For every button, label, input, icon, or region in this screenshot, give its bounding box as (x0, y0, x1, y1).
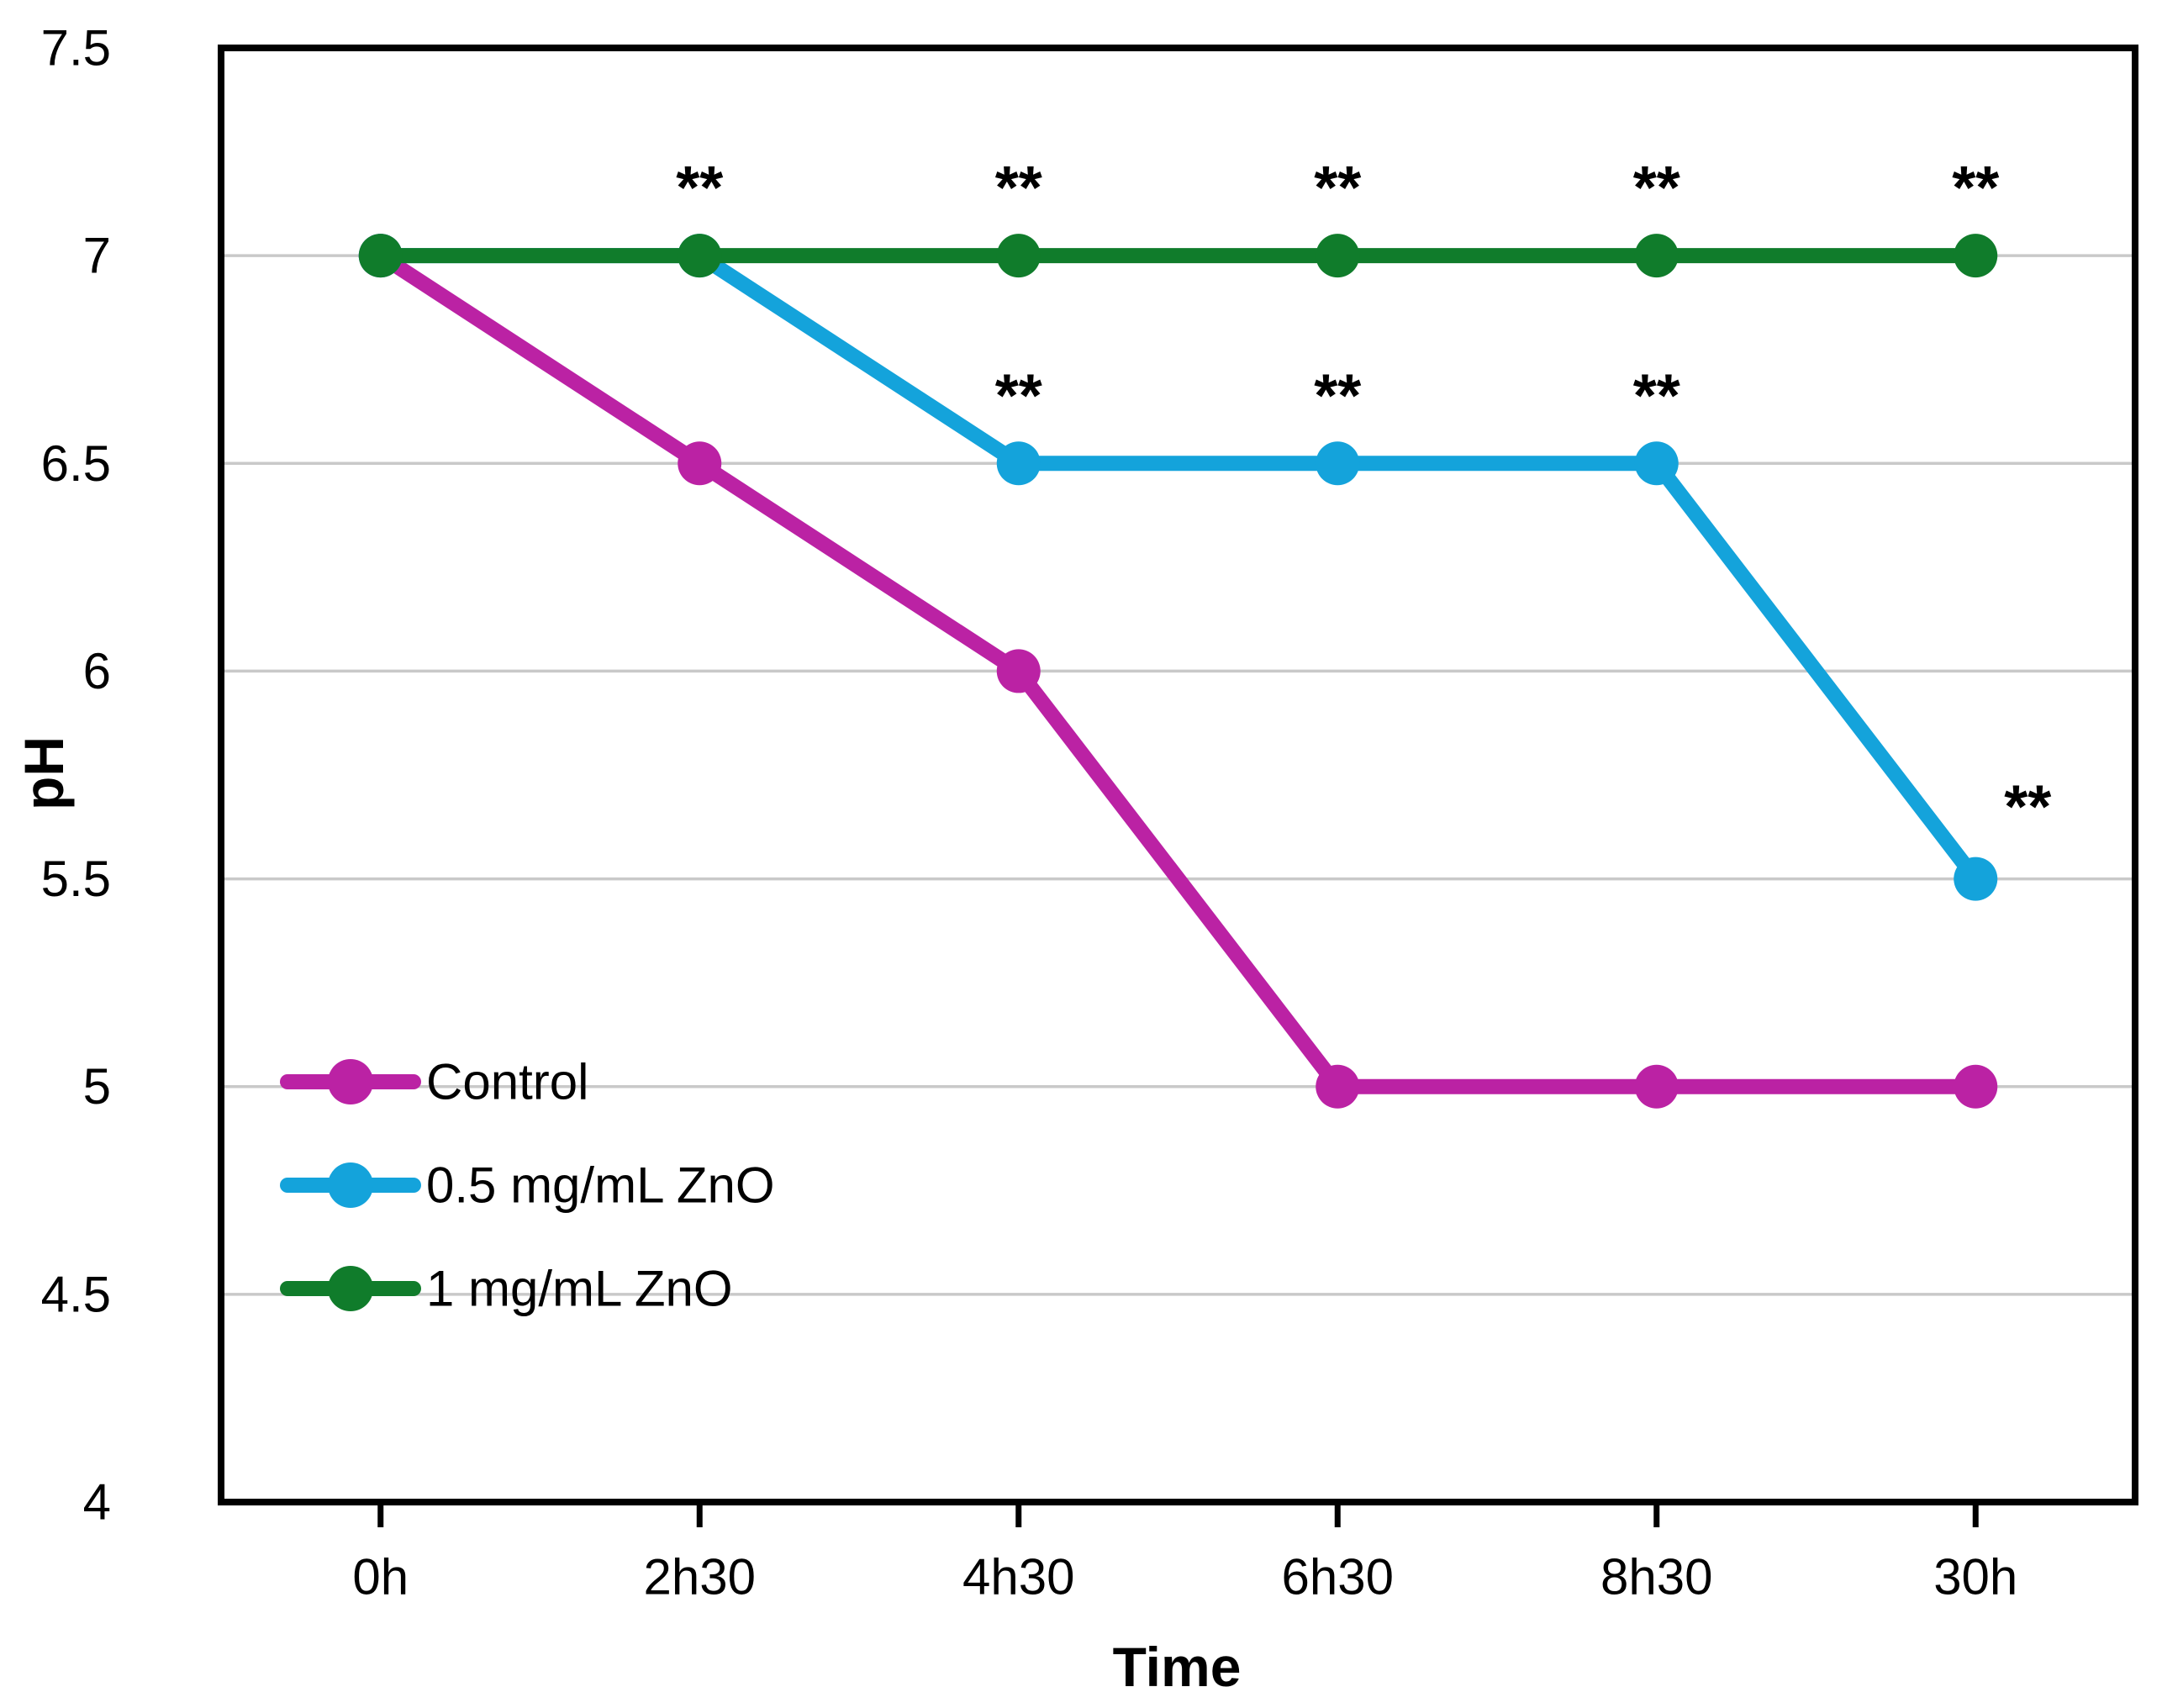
significance-marker: ** (1314, 362, 1361, 430)
data-point-1 mg/mL ZnO-6h30 (1316, 234, 1360, 278)
x-tick-label-30h: 30h (1933, 1549, 2017, 1605)
significance-marker: ** (995, 155, 1042, 222)
y-tick-label-5: 5 (83, 1058, 111, 1115)
x-tick-label-4h30: 4h30 (962, 1549, 1074, 1605)
legend-label-1 mg/mL ZnO: 1 mg/mL ZnO (426, 1261, 733, 1317)
y-tick-label-7.5: 7.5 (41, 20, 111, 76)
significance-marker: ** (1952, 155, 1999, 222)
significance-marker: ** (676, 155, 723, 222)
significance-marker: ** (1633, 362, 1680, 430)
significance-marker: ** (2004, 774, 2051, 841)
x-axis-title: Time (1113, 1636, 1242, 1698)
legend-marker-dot-Control (328, 1059, 373, 1104)
y-tick-label-4: 4 (83, 1474, 111, 1531)
legend-label-0.5 mg/mL ZnO: 0.5 mg/mL ZnO (426, 1157, 775, 1214)
legend-marker-dot-0.5 mg/mL ZnO (328, 1162, 373, 1208)
y-tick-label-4.5: 4.5 (41, 1266, 111, 1322)
y-tick-label-7: 7 (83, 228, 111, 284)
data-point-1 mg/mL ZnO-30h (1954, 234, 1998, 278)
y-axis-title: pH (13, 736, 75, 810)
y-tick-label-5.5: 5.5 (41, 851, 111, 907)
x-tick-label-2h30: 2h30 (644, 1549, 756, 1605)
data-point-0.5 mg/mL ZnO-8h30 (1634, 441, 1679, 486)
significance-marker: ** (995, 362, 1042, 430)
data-point-Control-30h (1954, 1064, 1998, 1109)
data-point-1 mg/mL ZnO-2h30 (678, 234, 722, 278)
y-tick-label-6.5: 6.5 (41, 435, 111, 492)
data-point-Control-6h30 (1316, 1064, 1360, 1109)
chart-generated-layer: 0h 2h30 4h30 6h30 8h30 30h 7.5 7 6.5 6 5.5 5 4.5 4 ** *… (41, 20, 2138, 1605)
significance-marker: ** (1633, 155, 1680, 222)
significance-marker: ** (1314, 155, 1361, 222)
data-point-Control-2h30 (678, 441, 722, 486)
data-point-1 mg/mL ZnO-8h30 (1634, 234, 1679, 278)
data-point-Control-4h30 (996, 649, 1041, 693)
data-point-Control-8h30 (1634, 1064, 1679, 1109)
data-point-1 mg/mL ZnO-0h (358, 234, 403, 278)
x-tick-label-6h30: 6h30 (1282, 1549, 1394, 1605)
y-tick-label-6: 6 (83, 643, 111, 699)
data-point-1 mg/mL ZnO-4h30 (996, 234, 1041, 278)
x-tick-label-8h30: 8h30 (1600, 1549, 1712, 1605)
legend-marker-dot-1 mg/mL ZnO (328, 1266, 373, 1311)
series-line-Control (372, 248, 1984, 1094)
x-tick-label-0h: 0h (352, 1549, 409, 1605)
data-point-0.5 mg/mL ZnO-30h (1954, 857, 1998, 901)
plot-border (218, 45, 2138, 1505)
data-point-0.5 mg/mL ZnO-4h30 (996, 441, 1041, 486)
legend-label-Control: Control (426, 1054, 588, 1110)
series-line-0.5 mg/mL ZnO (372, 248, 1984, 887)
data-point-0.5 mg/mL ZnO-6h30 (1316, 441, 1360, 486)
